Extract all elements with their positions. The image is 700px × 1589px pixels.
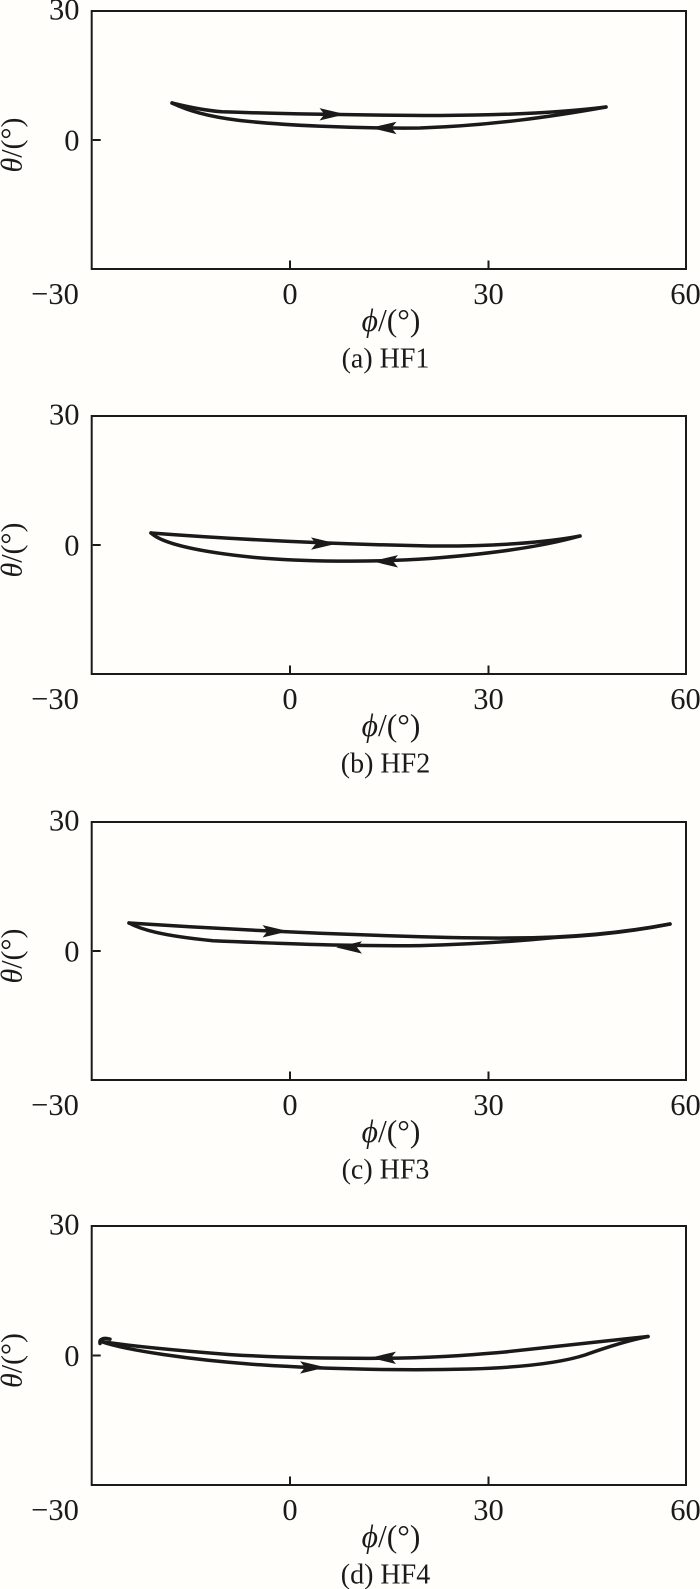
- svg-text:0: 0: [282, 1088, 297, 1122]
- svg-text:ϕ/(°): ϕ/(°): [362, 303, 421, 338]
- svg-text:−30: −30: [31, 1088, 79, 1122]
- svg-text:60: 60: [670, 277, 700, 311]
- svg-text:ϕ/(°): ϕ/(°): [362, 708, 421, 743]
- svg-text:60: 60: [670, 1493, 700, 1527]
- svg-text:(b) HF2: (b) HF2: [341, 749, 430, 780]
- svg-text:30: 30: [49, 398, 80, 432]
- svg-text:ϕ/(°): ϕ/(°): [362, 1519, 421, 1554]
- svg-text:−30: −30: [31, 682, 79, 716]
- svg-text:(c) HF3: (c) HF3: [342, 1155, 430, 1186]
- svg-text:30: 30: [49, 804, 80, 838]
- svg-text:θ/(°): θ/(°): [0, 928, 29, 983]
- svg-text:30: 30: [473, 277, 504, 311]
- svg-text:0: 0: [282, 277, 297, 311]
- svg-text:ϕ/(°): ϕ/(°): [362, 1114, 421, 1149]
- svg-text:θ/(°): θ/(°): [0, 1333, 29, 1388]
- svg-text:30: 30: [473, 1088, 504, 1122]
- svg-text:60: 60: [670, 1088, 700, 1122]
- svg-text:30: 30: [473, 682, 504, 716]
- svg-text:30: 30: [49, 0, 80, 27]
- svg-text:(d) HF4: (d) HF4: [341, 1560, 430, 1589]
- svg-text:60: 60: [670, 682, 700, 716]
- svg-text:θ/(°): θ/(°): [0, 522, 29, 577]
- svg-text:30: 30: [49, 1208, 80, 1242]
- svg-text:30: 30: [473, 1493, 504, 1527]
- svg-text:0: 0: [282, 682, 297, 716]
- svg-text:θ/(°): θ/(°): [0, 117, 29, 172]
- svg-text:−30: −30: [31, 1493, 79, 1527]
- svg-text:0: 0: [282, 1493, 297, 1527]
- svg-text:0: 0: [64, 124, 79, 158]
- svg-text:0: 0: [64, 935, 79, 969]
- svg-text:−30: −30: [31, 277, 79, 311]
- svg-text:0: 0: [64, 1339, 79, 1373]
- svg-text:0: 0: [64, 529, 79, 563]
- svg-text:(a) HF1: (a) HF1: [342, 344, 430, 375]
